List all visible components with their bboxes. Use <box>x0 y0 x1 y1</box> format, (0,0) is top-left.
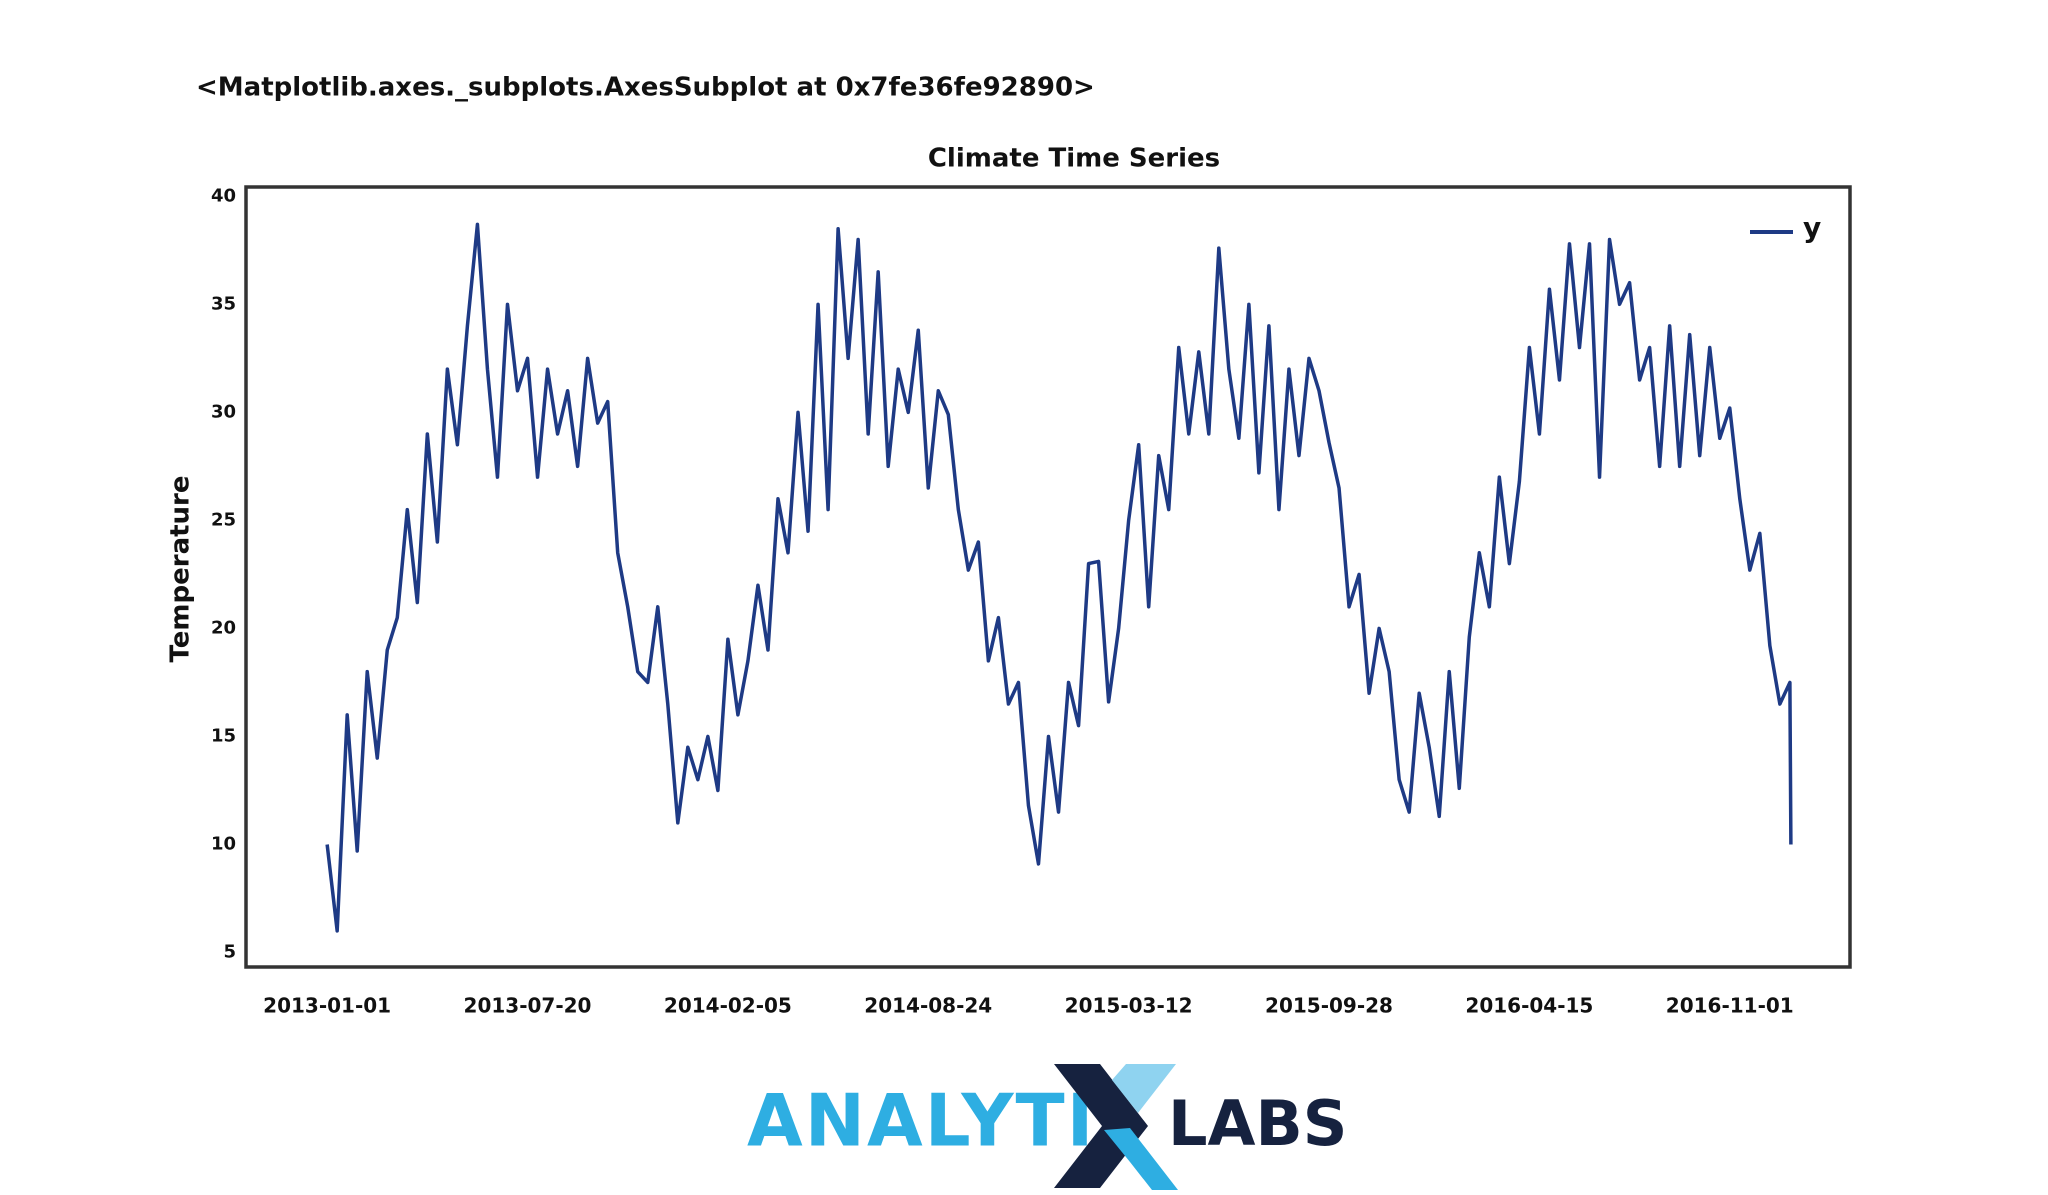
y-tick-label: 40 <box>211 185 236 206</box>
y-tick-label: 35 <box>211 293 236 314</box>
y-tick-label: 20 <box>211 617 236 638</box>
logo: ANALYTI LABS <box>747 1064 1347 1190</box>
x-tick-label: 2014-02-05 <box>664 994 792 1018</box>
y-tick-label: 25 <box>211 509 236 530</box>
y-axis-label: Temperature <box>166 475 196 662</box>
x-tick-label: 2015-03-12 <box>1065 994 1193 1018</box>
x-tick-label: 2013-07-20 <box>464 994 592 1018</box>
x-tick-label: 2016-04-15 <box>1465 994 1593 1018</box>
y-tick-label: 15 <box>211 725 236 746</box>
logo-x-light-bottom <box>1104 1128 1178 1190</box>
line-series <box>325 222 1793 933</box>
logo-x-dark <box>1054 1064 1148 1188</box>
y-tick-label: 5 <box>223 942 236 963</box>
chart-title: Climate Time Series <box>928 144 1220 174</box>
plot-frame <box>244 185 1852 969</box>
legend-label: y <box>1803 211 1821 244</box>
x-tick-label: 2016-11-01 <box>1666 994 1794 1018</box>
x-tick-label: 2013-01-01 <box>263 994 391 1018</box>
header-text: <Matplotlib.axes._subplots.AxesSubplot a… <box>196 73 1095 103</box>
y-tick-label: 10 <box>211 833 236 854</box>
x-tick-label: 2015-09-28 <box>1265 994 1393 1018</box>
logo-left: ANALYTI <box>747 1079 1095 1163</box>
y-tick-label: 30 <box>211 401 236 422</box>
logo-x-light-top <box>1112 1064 1176 1113</box>
logo-right: LABS <box>1168 1087 1347 1160</box>
x-tick-label: 2014-08-24 <box>864 994 992 1018</box>
